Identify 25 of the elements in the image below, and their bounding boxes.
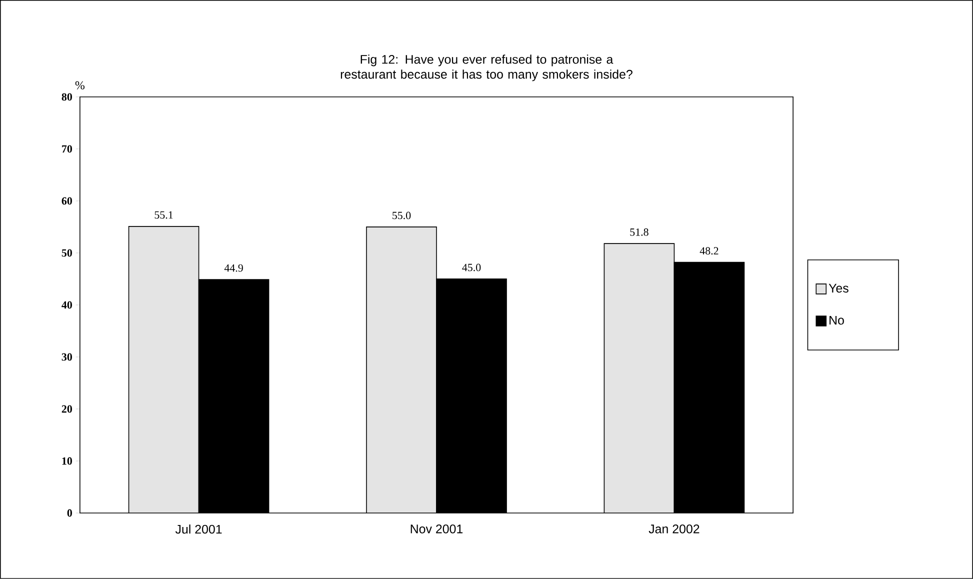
y-tick-label: 80: [62, 93, 72, 101]
y-tick-label: 10: [62, 457, 72, 465]
data-label: 44.9: [224, 264, 243, 272]
x-tick-label: Nov 2001: [410, 524, 463, 534]
y-tick-label: 70: [62, 145, 72, 153]
x-tick-label: Jul 2001: [175, 524, 222, 534]
y-tick-label: 50: [62, 249, 72, 257]
legend-label: No: [830, 316, 844, 325]
bar: [128, 226, 200, 514]
y-tick-label: 40: [62, 301, 72, 309]
y-axis-title: %: [75, 81, 84, 90]
data-label: 55.0: [392, 212, 411, 220]
data-label: 48.2: [700, 247, 718, 255]
data-label: 55.1: [154, 211, 173, 219]
bar: [366, 226, 437, 514]
legend-label: Yes: [828, 284, 848, 293]
x-tick-label: Jan 2002: [648, 524, 700, 534]
data-label: 51.8: [630, 228, 648, 236]
chart-title: Fig 12: Have you ever refused to patronise a restaurant because it has too many smokers inside?: [340, 54, 632, 82]
y-tick-label: 30: [62, 353, 72, 361]
y-tick-label: 20: [62, 405, 72, 413]
bar: [604, 243, 675, 514]
data-label: 45.0: [462, 264, 481, 272]
y-tick-label: 0: [67, 509, 72, 517]
y-tick-label: 60: [62, 197, 72, 205]
